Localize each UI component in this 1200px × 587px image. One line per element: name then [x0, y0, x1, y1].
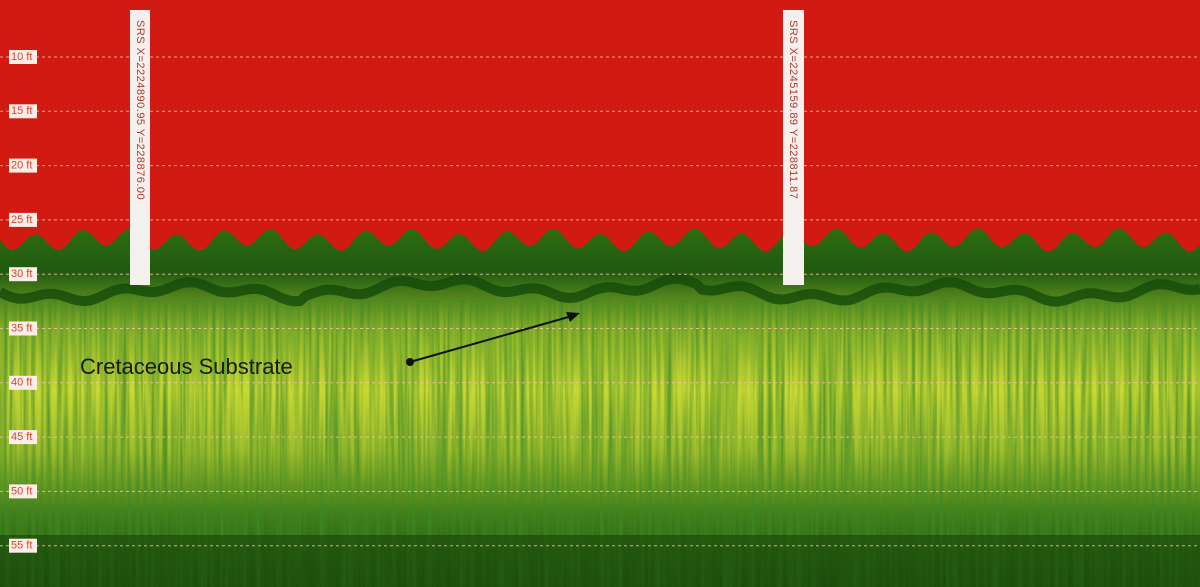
- depth-label-box: [9, 538, 37, 553]
- depth-label-box: [9, 267, 37, 282]
- depth-label: 20 ft: [11, 160, 32, 172]
- marker-strip: [130, 10, 150, 285]
- depth-label-box: [9, 212, 37, 227]
- subsurface-reflector: [0, 273, 1200, 307]
- depth-label: 25 ft: [11, 214, 32, 226]
- arrow-tail: [406, 358, 414, 366]
- depth-label: 35 ft: [11, 322, 32, 334]
- depth-label-box: [9, 50, 37, 64]
- depth-label: 30 ft: [11, 268, 32, 280]
- depth-label-box: [9, 430, 37, 445]
- annotation-arrow: [409, 315, 573, 363]
- depth-label: 50 ft: [11, 485, 32, 497]
- depth-label-box: [9, 484, 37, 499]
- depth-grid: 10 ft 15 ft 20 ft 25 ft 30 ft 35 ft 40 ft 45 ft…: [0, 50, 1200, 553]
- depth-label: 45 ft: [11, 431, 32, 443]
- depth-label: 10 ft: [11, 51, 32, 63]
- position-marker: SRS X=2224890.95 Y=228876.00: [134, 20, 146, 200]
- depth-label-box: [9, 104, 37, 119]
- arrow-head: [566, 312, 580, 322]
- deep-layer: [0, 535, 1200, 587]
- depth-label-box: [9, 321, 37, 336]
- depth-label-box: [9, 375, 37, 390]
- marker-strip: [783, 10, 804, 285]
- depth-label-box: [9, 158, 37, 173]
- annotation: Cretaceous Substrate: [80, 354, 293, 379]
- depth-label: 55 ft: [11, 540, 32, 552]
- position-marker: SRS X=2245159.89 Y=228811.87: [787, 20, 799, 199]
- depth-label: 15 ft: [11, 105, 32, 117]
- depth-label: 40 ft: [11, 377, 32, 389]
